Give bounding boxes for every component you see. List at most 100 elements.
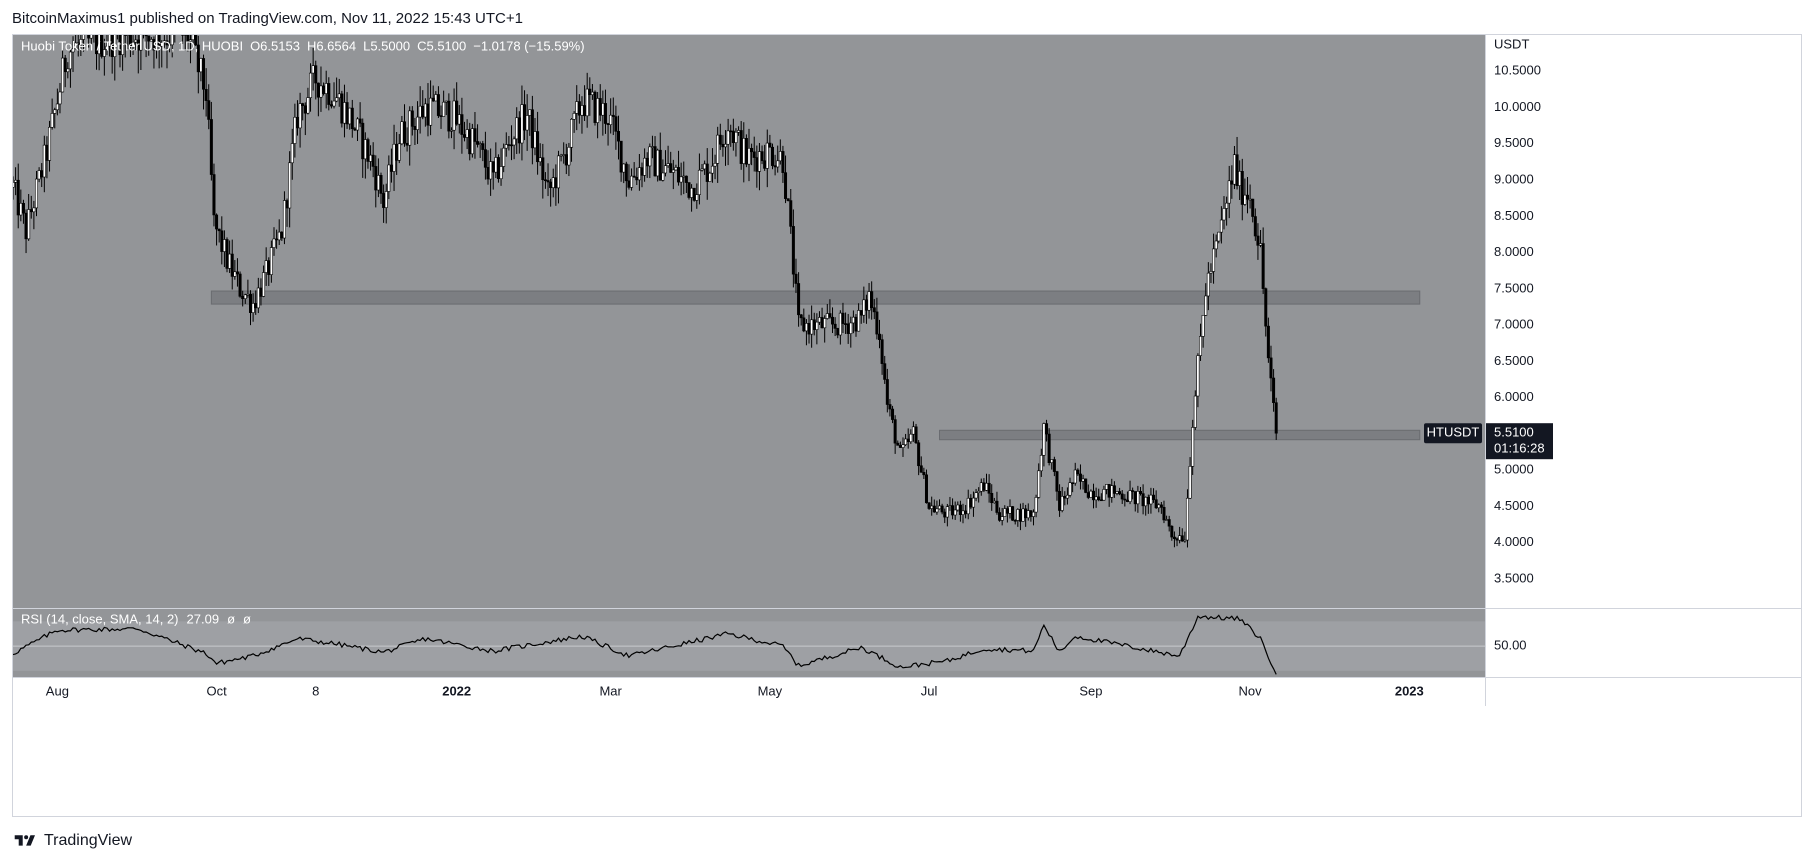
- candle-down: [640, 167, 644, 176]
- candle-up: [1199, 336, 1203, 356]
- last-price-countdown: 01:16:28: [1494, 441, 1545, 456]
- candle-down: [1078, 473, 1082, 482]
- candle-down: [1097, 496, 1101, 501]
- candle-up: [131, 41, 135, 47]
- candle-up: [697, 169, 701, 195]
- candle-down: [314, 65, 318, 84]
- price-axis-tick: 7.5000: [1494, 280, 1534, 295]
- candle-down: [588, 88, 592, 96]
- candle-down: [791, 226, 795, 275]
- candle-up: [945, 506, 949, 518]
- candle-up: [637, 167, 641, 181]
- candle-up: [695, 194, 699, 201]
- candle-down: [1084, 478, 1088, 493]
- candle-down: [100, 35, 104, 57]
- candle-down: [917, 442, 921, 467]
- candle-down: [345, 102, 349, 125]
- candle-down: [295, 116, 299, 129]
- candle-up: [246, 293, 250, 296]
- candle-up: [1050, 459, 1054, 463]
- candle-up: [452, 100, 456, 131]
- candle-up: [1217, 231, 1221, 242]
- candle-down: [872, 307, 876, 313]
- candle-up: [985, 482, 989, 491]
- candle-down: [382, 193, 386, 208]
- candle-down: [486, 167, 490, 180]
- candle-down: [1118, 491, 1122, 495]
- candle-down: [744, 138, 748, 165]
- candle-down: [1133, 491, 1137, 505]
- candle-down: [1052, 459, 1056, 472]
- candle-up: [199, 58, 203, 73]
- candle-up: [288, 162, 292, 209]
- candle-down: [875, 311, 879, 335]
- candle-up: [567, 146, 571, 166]
- candle-down: [1120, 493, 1124, 500]
- candle-down: [854, 316, 858, 332]
- candle-down: [1013, 519, 1017, 522]
- candle-up: [765, 142, 769, 169]
- candle-up: [1201, 315, 1205, 337]
- candle-up: [1219, 219, 1223, 233]
- candle-up: [528, 109, 532, 116]
- candle-up: [376, 175, 380, 191]
- candle-down: [752, 151, 756, 158]
- candle-down: [202, 58, 206, 90]
- candle-up: [570, 118, 574, 148]
- candle-down: [729, 130, 733, 133]
- candle-down: [280, 231, 284, 239]
- candle-down: [1264, 288, 1268, 327]
- chart-frame[interactable]: Huobi Token / Tether USD, 1D, HUOBI O6.51…: [12, 34, 1802, 817]
- footer-brand[interactable]: TradingView: [44, 832, 133, 849]
- candle-down: [812, 319, 816, 330]
- candle-down: [577, 101, 581, 116]
- candle-up: [1042, 423, 1046, 456]
- candle-down: [943, 511, 947, 518]
- candle-down: [275, 238, 279, 241]
- candle-up: [332, 100, 336, 107]
- candle-up: [857, 310, 861, 332]
- price-axis-tick: 9.0000: [1494, 172, 1534, 187]
- candle-up: [499, 166, 503, 180]
- candle-down: [617, 131, 621, 142]
- price-axis-tick: 6.5000: [1494, 353, 1534, 368]
- candle-up: [269, 247, 273, 275]
- candle-up: [713, 163, 717, 167]
- candle-up: [1206, 272, 1210, 297]
- candle-down: [1024, 508, 1028, 519]
- candle-down: [1131, 490, 1135, 492]
- candle-down: [21, 202, 25, 214]
- candle-up: [674, 167, 678, 171]
- candle-up: [815, 321, 819, 330]
- last-price-value: 5.5100: [1494, 425, 1534, 440]
- candle-down: [144, 35, 148, 37]
- price-axis-background: [1486, 35, 1801, 678]
- candle-up: [867, 291, 871, 311]
- price-chart[interactable]: Huobi Token / Tether USD, 1D, HUOBI O6.51…: [13, 35, 1801, 816]
- candle-up: [53, 109, 57, 114]
- candle-down: [358, 118, 362, 124]
- candle-down: [546, 180, 550, 183]
- candle-up: [1110, 485, 1114, 498]
- candle-up: [825, 313, 829, 319]
- candle-down: [1141, 493, 1145, 507]
- candle-down: [995, 500, 999, 513]
- candle-up: [1060, 496, 1064, 511]
- candle-up: [68, 51, 72, 70]
- candle-up: [851, 316, 855, 324]
- candle-down: [786, 198, 790, 201]
- candle-down: [755, 157, 759, 172]
- candle-up: [1259, 243, 1263, 246]
- candle-up: [559, 154, 563, 157]
- candle-up: [470, 128, 474, 155]
- candle-up: [572, 113, 576, 120]
- candle-up: [233, 271, 237, 277]
- candle-down: [836, 328, 840, 336]
- candle-down: [831, 316, 835, 325]
- candle-up: [992, 500, 996, 504]
- candle-up: [525, 115, 529, 131]
- candle-up: [953, 509, 957, 516]
- candle-down: [841, 312, 845, 324]
- candle-down: [413, 126, 417, 130]
- candle-up: [489, 161, 493, 180]
